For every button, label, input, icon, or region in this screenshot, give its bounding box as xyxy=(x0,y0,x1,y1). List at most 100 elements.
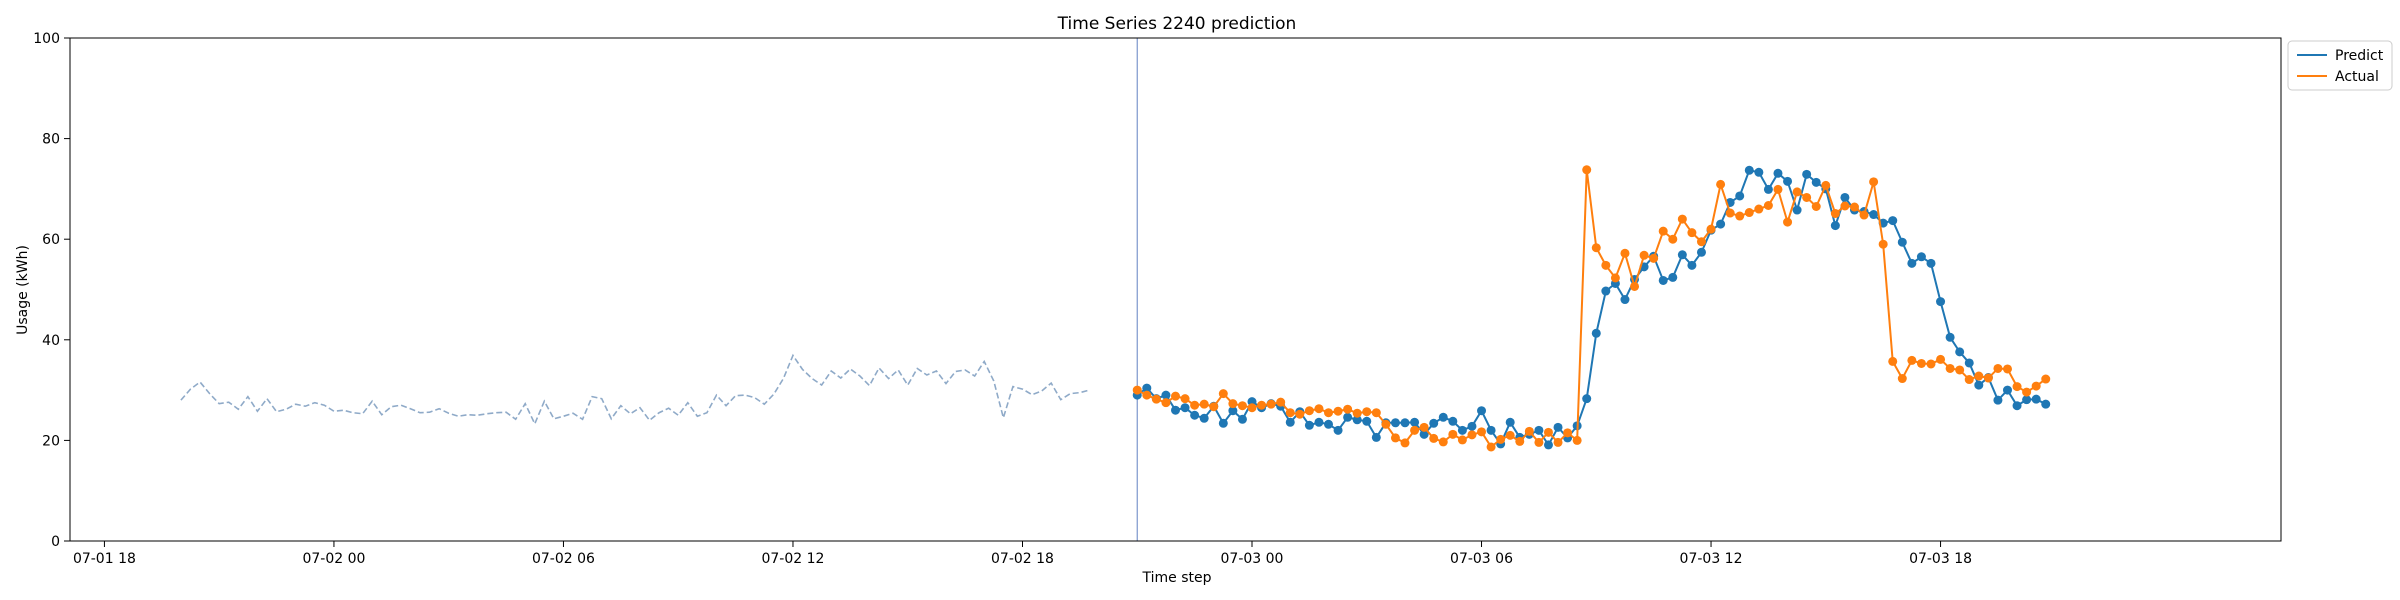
predict-point xyxy=(1304,420,1314,430)
actual-point xyxy=(1706,224,1716,234)
actual-point xyxy=(1505,430,1515,440)
predict-point xyxy=(1888,216,1898,226)
y-tick-label: 40 xyxy=(42,333,60,349)
history-layer xyxy=(180,353,1090,426)
y-tick-label: 100 xyxy=(33,31,60,47)
predict-point xyxy=(1754,167,1764,177)
x-tick-label: 07-03 06 xyxy=(1450,551,1513,567)
actual-point xyxy=(1429,433,1439,443)
actual-point xyxy=(1132,385,1142,395)
x-tick-label: 07-03 18 xyxy=(1909,551,1972,567)
predict-point xyxy=(1897,237,1907,247)
actual-point xyxy=(1888,356,1898,366)
predict-point xyxy=(1161,390,1171,400)
predict-point xyxy=(1228,406,1238,416)
actual-point xyxy=(1610,273,1620,283)
predict-point xyxy=(1534,425,1544,435)
predict-point xyxy=(1438,412,1448,422)
actual-point xyxy=(1543,427,1553,437)
history-line xyxy=(180,353,1090,426)
predict-point xyxy=(1974,380,1984,390)
actual-point xyxy=(1677,214,1687,224)
actual-point xyxy=(1534,437,1544,447)
actual-point xyxy=(1515,436,1525,446)
actual-point xyxy=(1878,239,1888,249)
actual-point xyxy=(1477,427,1487,437)
actual-point xyxy=(1343,404,1353,414)
predict-point xyxy=(1668,272,1678,282)
predict-point xyxy=(1352,415,1362,425)
actual-point xyxy=(1171,391,1180,401)
y-tick-label: 0 xyxy=(51,534,60,550)
x-tick-label: 07-01 18 xyxy=(73,551,136,567)
x-tick-label: 07-02 18 xyxy=(991,551,1054,567)
actual-point xyxy=(1763,200,1773,210)
x-tick-label: 07-03 12 xyxy=(1680,551,1743,567)
actual-point xyxy=(1716,179,1726,189)
predict-point xyxy=(1285,417,1295,427)
actual-point xyxy=(1974,371,1984,381)
predict-point xyxy=(2031,394,2041,404)
actual-point xyxy=(1572,435,1582,445)
legend-label-actual: Actual xyxy=(2335,69,2379,85)
actual-point xyxy=(1448,429,1458,439)
actual-point xyxy=(1218,389,1228,399)
predict-point xyxy=(1840,192,1850,202)
actual-point xyxy=(1209,402,1219,412)
actual-point xyxy=(2031,381,2041,391)
actual-point xyxy=(1744,208,1754,218)
predict-point xyxy=(2002,385,2012,395)
x-axis-title: Time step xyxy=(1142,570,1212,586)
predict-point xyxy=(1419,429,1429,439)
predict-point xyxy=(1237,414,1247,424)
predict-point xyxy=(1993,395,2003,405)
plot-frame xyxy=(69,37,2282,542)
predict-point xyxy=(1582,394,1592,404)
actual-point xyxy=(1496,434,1506,444)
actual-point xyxy=(1553,437,1563,447)
actual-point xyxy=(1467,430,1477,440)
predict-point xyxy=(1543,440,1553,450)
actual-point xyxy=(1419,422,1429,432)
x-tick-label: 07-02 06 xyxy=(532,551,595,567)
predict-point xyxy=(2012,401,2022,411)
actual-point xyxy=(2002,364,2012,374)
actual-point xyxy=(1964,375,1974,385)
predict-point xyxy=(1190,410,1200,420)
predict-point xyxy=(1830,221,1840,231)
actual-point xyxy=(1668,234,1678,244)
actual-point xyxy=(1955,365,1965,375)
predict-point xyxy=(1180,403,1190,413)
actual-point xyxy=(1237,401,1247,411)
actual-point xyxy=(1639,250,1649,260)
actual-point xyxy=(1381,419,1391,429)
predict-point xyxy=(1869,210,1879,220)
actual-point xyxy=(1993,363,2003,373)
x-axis: 07-01 18 07-02 00 07-02 06 07-02 12 07-02 18… xyxy=(73,541,1972,567)
actual-point xyxy=(1725,208,1735,218)
actual-point xyxy=(1601,260,1611,270)
actual-point xyxy=(1457,435,1467,445)
y-tick-label: 20 xyxy=(42,433,60,449)
actual-point xyxy=(1591,243,1601,253)
predict-point xyxy=(1505,417,1515,427)
actual-point xyxy=(1257,400,1267,410)
predict-point xyxy=(1371,432,1381,442)
predict-point xyxy=(1601,286,1611,296)
predict-point xyxy=(1343,412,1353,422)
predict-point xyxy=(1448,416,1458,426)
actual-point xyxy=(1324,408,1334,418)
predict-point xyxy=(1486,425,1496,435)
actual-point xyxy=(1916,358,1926,368)
predict-point xyxy=(1735,191,1745,201)
predict-point xyxy=(1773,168,1783,178)
actual-point xyxy=(1907,355,1917,365)
predict-point xyxy=(1687,260,1697,270)
y-axis-title: Usage (kWh) xyxy=(15,245,31,335)
x-tick-label: 07-03 00 xyxy=(1221,551,1284,567)
x-tick-label: 07-02 00 xyxy=(302,551,365,567)
y-tick-label: 60 xyxy=(42,232,60,248)
actual-point xyxy=(2012,382,2022,392)
